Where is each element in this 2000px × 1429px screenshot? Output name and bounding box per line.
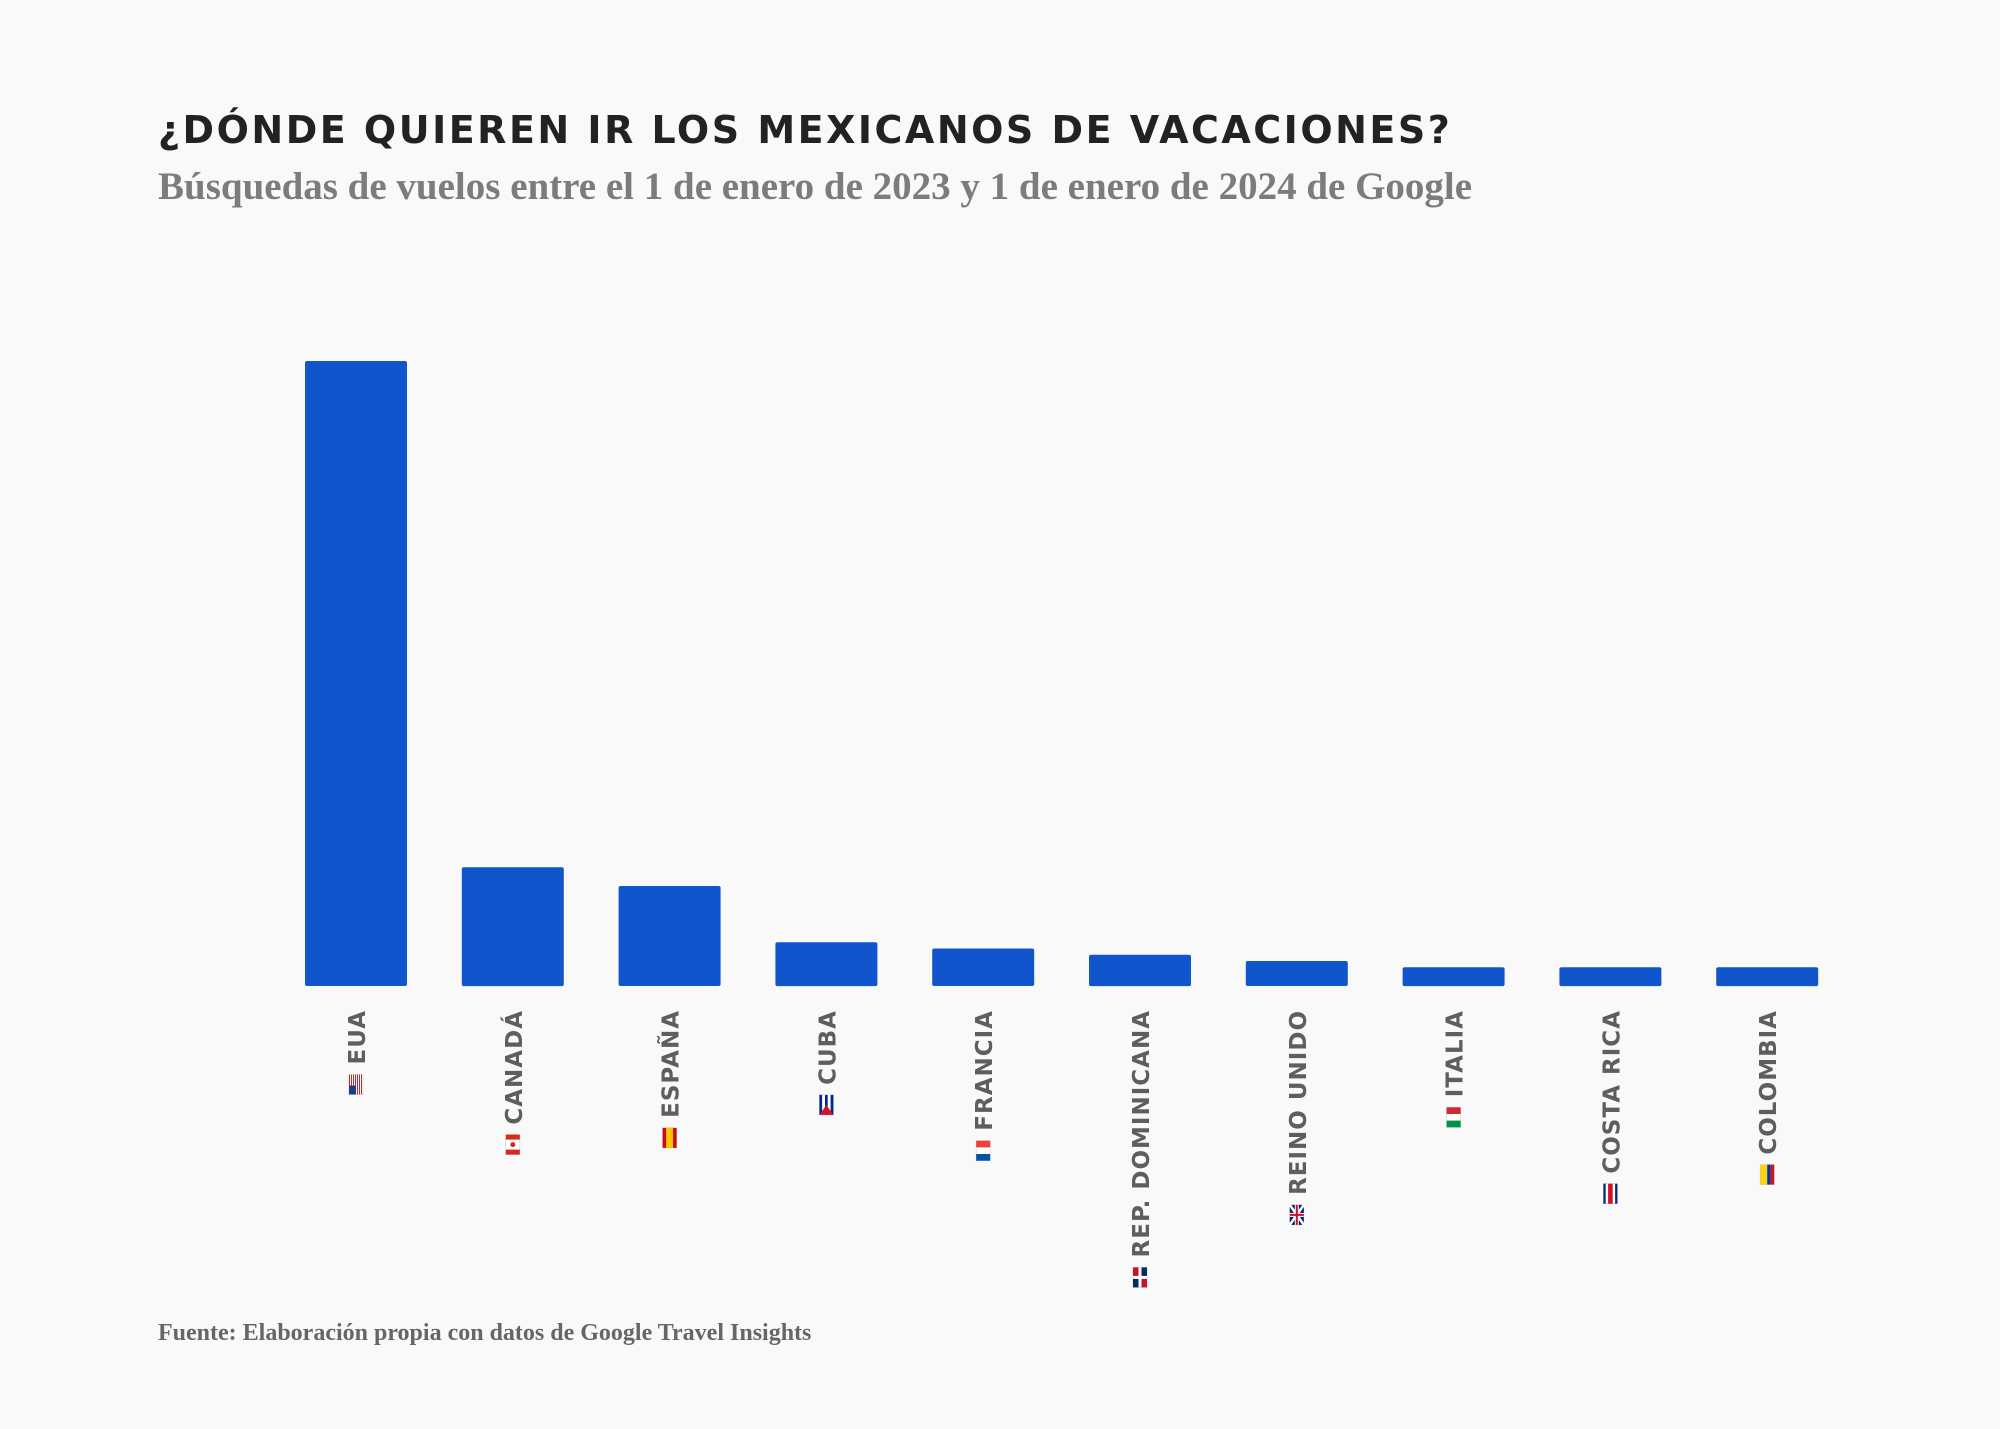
flag-canada-icon (505, 1134, 521, 1155)
category-label: REINO UNIDO (1286, 1010, 1312, 1195)
bar-cuba (775, 942, 878, 987)
bar-eua (305, 361, 407, 986)
chart-title: ¿DÓNDE QUIEREN IR LOS MEXICANOS DE VACAC… (158, 108, 1453, 152)
flag-costa-rica-icon (1603, 1183, 1618, 1204)
bar-reino-unido (1245, 961, 1348, 986)
category-label: EUA (345, 1010, 371, 1064)
bar-rep-dominicana (1089, 954, 1191, 987)
flag-usa-icon (348, 1074, 364, 1095)
bar-colombia (1716, 967, 1819, 987)
category-label: REP. DOMINICANA (1129, 1010, 1155, 1257)
flag-italy-icon (1446, 1107, 1461, 1128)
category-label: ITALIA (1443, 1010, 1469, 1097)
bar-costa-rica (1559, 967, 1662, 987)
flag-cuba-icon (819, 1094, 834, 1116)
chart-subtitle: Búsquedas de vuelos entre el 1 de enero … (158, 165, 1473, 208)
bar-francia (932, 948, 1035, 986)
flag-colombia-icon (1759, 1164, 1775, 1185)
flag-france-icon (975, 1140, 991, 1161)
bar-italia (1402, 967, 1505, 987)
category-label: CANADÁ (500, 1010, 528, 1125)
category-label: COLOMBIA (1756, 1010, 1782, 1155)
category-label: FRANCIA (972, 1010, 998, 1131)
flag-uk-icon (1288, 1204, 1305, 1226)
flag-dominican-republic-icon (1132, 1267, 1148, 1288)
category-label: ESPAÑA (657, 1010, 685, 1118)
source-note: Fuente: Elaboración propia con datos de … (158, 1320, 812, 1346)
bar-canad- (461, 867, 564, 987)
bar-espa-a (618, 886, 721, 986)
category-label: CUBA (815, 1010, 841, 1085)
category-label: COSTA RICA (1599, 1010, 1625, 1174)
flag-spain-icon (662, 1127, 677, 1149)
